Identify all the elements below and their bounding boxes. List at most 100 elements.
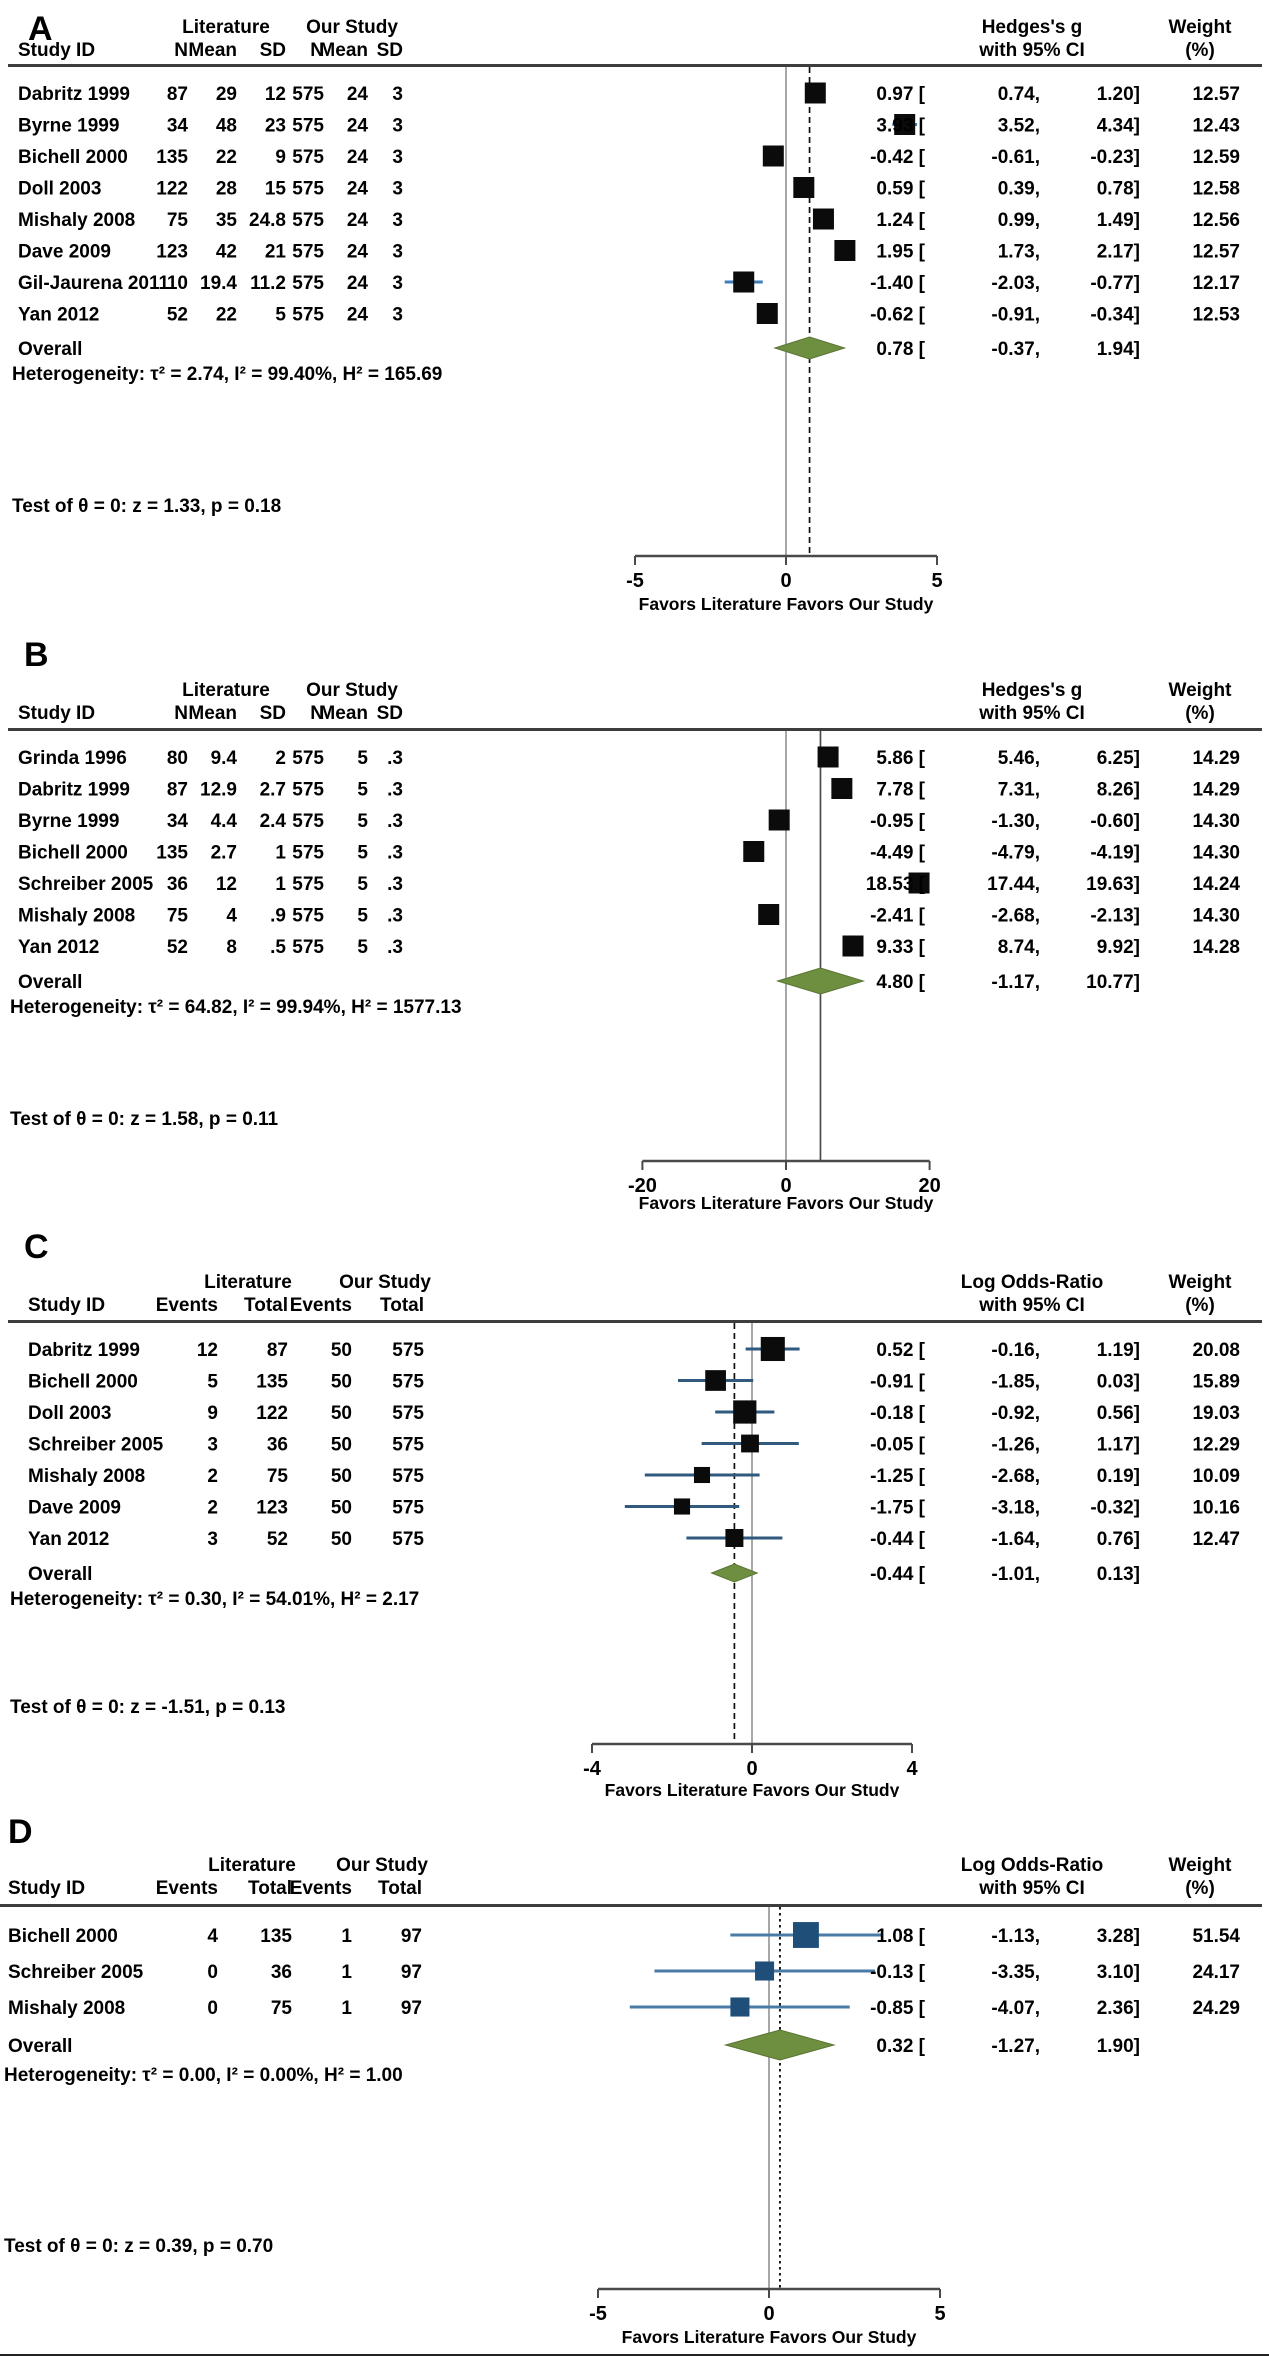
effect-marker: [758, 904, 780, 925]
ci-lower: -4.79,: [991, 843, 1040, 864]
ci-estimate: -4.49 [: [870, 843, 926, 864]
table-cell: 22: [216, 147, 237, 168]
effect-marker: [908, 872, 930, 894]
overall-estimate: 4.80 [: [876, 972, 925, 993]
x-tick-label: -5: [589, 2303, 607, 2325]
x-tick-label: 0: [746, 1758, 757, 1780]
overall-diamond: [775, 967, 866, 995]
effect-header-line2: with 95% CI: [978, 1295, 1085, 1316]
table-cell: 2: [207, 1466, 218, 1487]
ci-upper: 19.63]: [1086, 874, 1140, 895]
weight-value: 14.30: [1192, 906, 1240, 927]
study-id: Schreiber 2005: [18, 874, 154, 895]
ci-estimate: 1.08 [: [876, 1926, 925, 1947]
ci-estimate: -1.40 [: [870, 273, 926, 294]
weight-value: 12.57: [1192, 84, 1240, 105]
ci-lower: 0.99,: [998, 210, 1040, 231]
table-cell: 122: [256, 1403, 288, 1424]
study-id: Dave 2009: [18, 242, 111, 263]
table-cell: 4.4: [211, 811, 238, 832]
header-rule: [8, 1320, 1262, 1323]
table-cell: 575: [292, 811, 324, 832]
table-cell: 1: [341, 1926, 352, 1947]
ci-estimate: -2.41 [: [870, 906, 926, 927]
x-tick-label: 0: [780, 1175, 791, 1197]
ci-estimate: 1.24 [: [876, 210, 925, 231]
column-header: Total: [244, 1295, 288, 1316]
ci-upper: -0.60]: [1090, 811, 1140, 832]
ci-lower: -1.64,: [991, 1529, 1040, 1550]
study-id: Bichell 2000: [8, 1926, 118, 1947]
table-cell: 575: [292, 748, 324, 769]
table-cell: 75: [167, 210, 189, 231]
ci-upper: 2.36]: [1097, 1998, 1140, 2019]
ci-estimate: -0.85 [: [870, 1998, 926, 2019]
table-cell: 3: [392, 84, 403, 105]
table-cell: 5: [357, 748, 368, 769]
effect-marker: [817, 746, 839, 768]
ci-lower: -2.03,: [991, 273, 1040, 294]
study-id: Yan 2012: [18, 937, 99, 958]
column-header: Total: [380, 1295, 424, 1316]
ci-upper: 1.19]: [1097, 1340, 1140, 1361]
table-cell: 135: [260, 1926, 292, 1947]
table-cell: 35: [216, 210, 238, 231]
table-cell: 52: [167, 937, 188, 958]
table-cell: 1: [275, 843, 286, 864]
column-header-study-id: Study ID: [18, 40, 95, 61]
column-header: Mean: [188, 703, 237, 724]
table-cell: 3: [392, 179, 403, 200]
ci-lower: 0.39,: [998, 179, 1040, 200]
ci-upper: 0.76]: [1097, 1529, 1140, 1550]
effect-marker: [730, 1997, 750, 2017]
ci-upper: -0.34]: [1090, 305, 1140, 326]
effect-marker: [725, 1529, 744, 1547]
table-cell: 1: [341, 1962, 352, 1983]
effect-marker: [741, 1434, 759, 1453]
ci-upper: 0.19]: [1097, 1466, 1140, 1487]
table-cell: 1: [341, 1998, 352, 2019]
weight-value: 15.89: [1192, 1372, 1240, 1393]
table-cell: 3: [392, 305, 403, 326]
table-cell: 3: [392, 116, 403, 137]
table-cell: 5: [357, 906, 368, 927]
effect-marker: [762, 145, 784, 167]
table-cell: 24: [347, 116, 369, 137]
column-header: Mean: [188, 40, 237, 61]
ci-lower: -0.61,: [991, 147, 1040, 168]
study-id: Grinda 1996: [18, 748, 127, 769]
ci-estimate: 1.95 [: [876, 242, 925, 263]
table-cell: 2: [275, 748, 286, 769]
study-id: Mishaly 2008: [8, 1998, 125, 2019]
ci-estimate: -0.42 [: [870, 147, 926, 168]
table-cell: 24: [347, 210, 369, 231]
x-tick-label: -20: [628, 1175, 657, 1197]
table-cell: 24: [347, 147, 369, 168]
table-cell: 50: [331, 1340, 352, 1361]
table-cell: 87: [167, 780, 188, 801]
effect-marker: [894, 114, 916, 135]
study-id: Yan 2012: [18, 305, 99, 326]
study-id: Dave 2009: [28, 1498, 121, 1519]
column-header: Mean: [319, 703, 368, 724]
overall-estimate: 0.32 [: [876, 2036, 925, 2057]
study-id: Gil-Jaurena 2011: [18, 273, 169, 294]
table-cell: 52: [267, 1529, 288, 1550]
effect-header-line1: Hedges's g: [982, 680, 1083, 701]
table-cell: 36: [271, 1962, 292, 1983]
table-cell: .3: [387, 811, 403, 832]
table-cell: 24: [347, 273, 369, 294]
effect-header-line2: with 95% CI: [978, 40, 1085, 61]
table-cell: 5: [207, 1372, 218, 1393]
header-rule: [8, 64, 1262, 67]
group-header-literature: Literature: [204, 1272, 292, 1293]
table-cell: .3: [387, 748, 403, 769]
table-cell: 97: [401, 1926, 422, 1947]
table-cell: 52: [167, 305, 188, 326]
effect-marker: [705, 1370, 726, 1391]
table-cell: 3: [207, 1529, 218, 1550]
effect-header-line2: with 95% CI: [978, 1878, 1085, 1899]
ci-lower: -4.07,: [991, 1998, 1040, 2019]
